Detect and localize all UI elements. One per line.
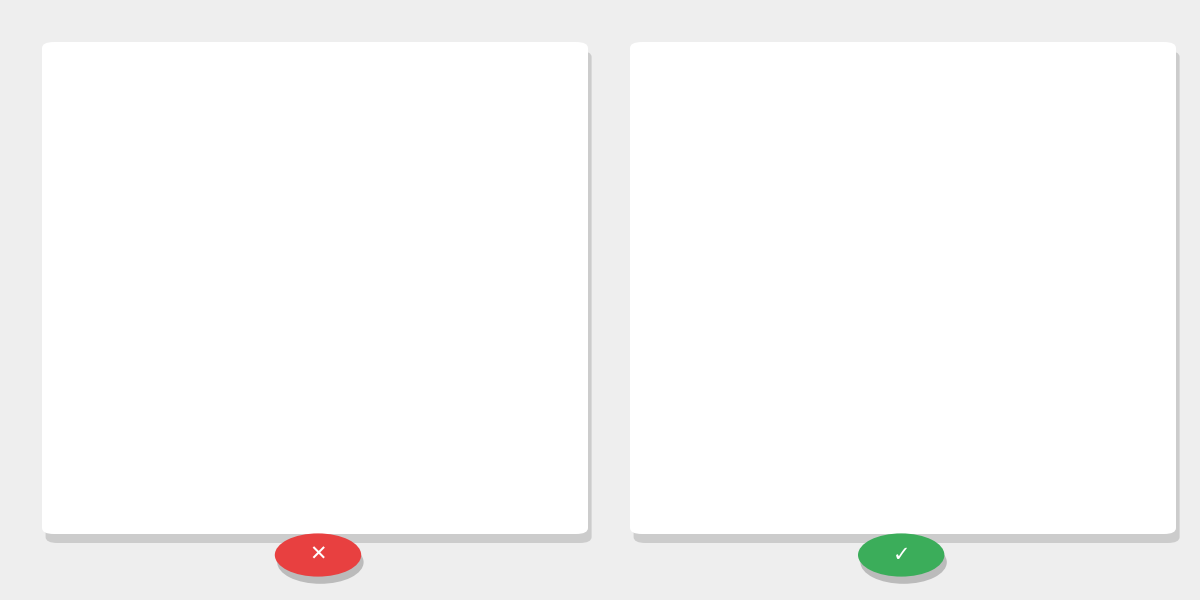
Bar [433, 359, 499, 600]
Text: ✓: ✓ [893, 545, 910, 565]
Bar [300, 359, 366, 600]
Text: ✕: ✕ [310, 545, 326, 565]
Bar [1027, 205, 1093, 480]
Text: 62%: 62% [770, 137, 817, 156]
Bar [894, 205, 960, 480]
Bar [167, 118, 233, 600]
Text: 54%: 54% [904, 178, 950, 197]
Text: 54%: 54% [1037, 178, 1084, 197]
Bar [761, 164, 827, 480]
